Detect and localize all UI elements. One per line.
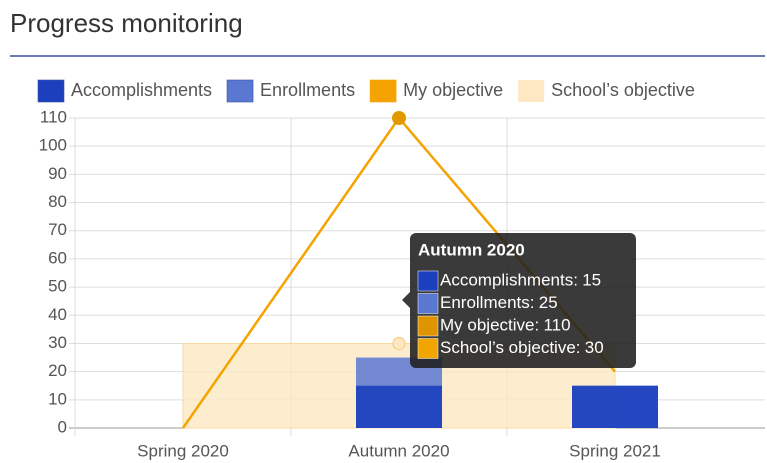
- x-tick-label: Autumn 2020: [348, 441, 449, 460]
- legend-swatch: [369, 79, 397, 103]
- tooltip-value: 30: [585, 338, 604, 357]
- tooltip-box: [410, 233, 636, 368]
- x-tick-label: Spring 2020: [137, 441, 229, 460]
- tooltip-caret: [402, 292, 410, 308]
- hover-point: [392, 111, 406, 125]
- tooltip: Autumn 2020Accomplishments:15Enrollments…: [402, 233, 636, 368]
- tooltip-swatch: [417, 338, 439, 359]
- tooltip-swatch: [417, 293, 439, 314]
- chart-title: Progress monitoring: [10, 8, 243, 38]
- legend-swatch: [518, 80, 545, 102]
- tooltip-value: 25: [539, 293, 558, 312]
- tooltip-sep: :: [534, 315, 539, 334]
- tooltip-label: Enrollments: [440, 293, 530, 312]
- legend-label: My objective: [403, 80, 503, 100]
- y-tick-label: 10: [48, 389, 67, 408]
- plot: 0 10 20 30 40 50 60 70 80 90 100 110 Spring 2020 Autu…: [39, 107, 765, 460]
- y-tick-label: 50: [48, 277, 67, 296]
- y-tick-label: 0: [58, 417, 67, 436]
- bar: [572, 385, 658, 428]
- x-tick-label: Spring 2021: [569, 441, 661, 460]
- tooltip-sep: :: [576, 338, 581, 357]
- y-tick-label: 80: [48, 192, 67, 211]
- tooltip-swatch: [417, 270, 439, 292]
- y-tick-label: 70: [48, 220, 67, 239]
- tooltip-value: 15: [582, 270, 601, 289]
- tooltip-sep: :: [530, 293, 535, 312]
- tooltip-label: School’s objective: [440, 338, 576, 357]
- y-tick-label: 40: [48, 305, 67, 324]
- legend-swatch: [37, 79, 65, 103]
- legend: Accomplishments Enrollments My objective Sc…: [37, 79, 695, 103]
- y-tick-label: 110: [40, 107, 67, 126]
- legend-label: Enrollments: [260, 80, 355, 100]
- bar: [356, 385, 442, 428]
- y-tick-label: 30: [48, 333, 67, 352]
- tooltip-sep: :: [573, 270, 578, 289]
- hover-point: [392, 336, 406, 350]
- legend-label: Accomplishments: [71, 80, 212, 100]
- tooltip-value: 110: [543, 315, 570, 334]
- y-tick-label: 20: [48, 361, 67, 380]
- tooltip-label: My objective: [440, 315, 534, 334]
- y-tick-label: 90: [48, 164, 67, 183]
- legend-label: School’s objective: [551, 80, 695, 100]
- tooltip-swatch: [417, 315, 439, 337]
- y-tick-label: 100: [39, 136, 67, 155]
- tooltip-title: Autumn 2020: [418, 240, 525, 259]
- tooltip-label: Accomplishments: [440, 270, 573, 289]
- legend-swatch: [226, 79, 254, 103]
- y-tick-label: 60: [48, 248, 67, 267]
